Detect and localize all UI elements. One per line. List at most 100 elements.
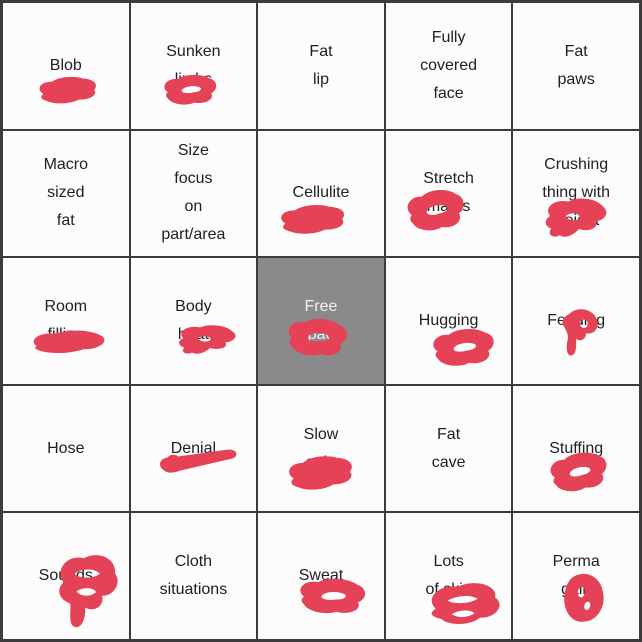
cell-label: Cloth situations xyxy=(160,548,228,604)
daub-mark-icon xyxy=(432,583,500,625)
cell-label-line: cave xyxy=(431,453,466,471)
daub-mark-icon xyxy=(33,330,105,354)
cell-label-line: Room xyxy=(44,297,88,315)
cell-label: Room filling xyxy=(44,293,87,349)
daub-mark-icon xyxy=(288,318,347,356)
bingo-cell-free-space[interactable]: Free space xyxy=(258,258,384,384)
cell-label-line: paws xyxy=(557,70,595,88)
bingo-cell-hugging[interactable]: Hugging xyxy=(385,258,512,384)
cell-label-line: Sounds xyxy=(38,567,93,585)
bingo-cell-feeding[interactable]: Feeding xyxy=(513,258,639,384)
cell-label-line: focus xyxy=(174,170,213,188)
bingo-cell-slow-gain[interactable]: Slow gain xyxy=(258,385,384,512)
cell-label: Perma gain xyxy=(553,548,600,604)
bingo-cell-lots-of-skin[interactable]: Lots of skin xyxy=(385,513,512,639)
bingo-cell-fat-paws[interactable]: Fat paws xyxy=(513,3,639,129)
bingo-cell-macro-sized-fat[interactable]: Macro sized fat xyxy=(3,130,129,257)
bingo-cell-cellulite[interactable]: Cellulite xyxy=(258,130,384,257)
cell-label: Stuffing xyxy=(549,435,603,463)
cell-label-line: filling xyxy=(47,325,85,343)
cell-label: Sounds xyxy=(39,562,93,590)
cell-label-line: Denial xyxy=(170,439,217,457)
bingo-cell-blob[interactable]: Blob xyxy=(3,3,129,129)
cell-label: Fat cave xyxy=(432,421,466,477)
daub-mark-icon xyxy=(550,452,606,492)
bingo-cell-hose[interactable]: Hose xyxy=(3,385,129,512)
cell-label: Size focus on part/area xyxy=(161,137,225,249)
cell-label-line: heat xyxy=(177,325,209,343)
cell-label-line: Sweat xyxy=(298,567,344,585)
cell-label: Lots of skin xyxy=(425,548,471,604)
bingo-cell-fat-lip[interactable]: Fat lip xyxy=(258,3,384,129)
bingo-cell-fully-covered-face[interactable]: Fully covered face xyxy=(385,3,512,129)
cell-label-line: Blob xyxy=(49,56,82,74)
cell-label: Feeding xyxy=(547,307,605,335)
daub-mark-icon xyxy=(562,309,598,356)
cell-label-line: lip xyxy=(312,70,329,88)
cell-label: Slow gain xyxy=(304,421,339,477)
daub-mark-icon xyxy=(164,75,217,105)
cell-label: Body heat xyxy=(175,293,211,349)
cell-label: Blob xyxy=(50,52,82,80)
cell-label-line: Hugging xyxy=(418,311,479,329)
cell-label-line: Macro xyxy=(43,156,89,174)
cell-label-line: thing with xyxy=(542,184,610,202)
daub-mark-icon xyxy=(178,325,236,354)
cell-label: Hugging xyxy=(419,307,479,335)
cell-label-line: face xyxy=(433,84,464,102)
cell-label-line: gain xyxy=(305,453,337,471)
bingo-cell-stretch-marks[interactable]: Stretch marks xyxy=(385,130,512,257)
cell-label-line: space xyxy=(299,325,343,343)
cell-label-line: Feeding xyxy=(547,311,606,329)
cell-label-line: fat xyxy=(56,212,75,230)
cell-label: Fully covered face xyxy=(420,24,477,108)
bingo-cell-cloth-situations[interactable]: Cloth situations xyxy=(130,513,257,639)
cell-label-line: Free xyxy=(304,297,338,315)
daub-mark-icon xyxy=(545,198,607,238)
bingo-cell-body-heat[interactable]: Body heat xyxy=(130,258,257,384)
cell-label-line: weight xyxy=(553,212,600,230)
daub-mark-icon xyxy=(280,205,344,235)
daub-mark-icon xyxy=(300,578,366,614)
bingo-cell-sounds[interactable]: Sounds xyxy=(3,513,129,639)
cell-label-line: Fat xyxy=(437,425,461,443)
daub-mark-icon xyxy=(564,573,604,622)
bingo-cell-stuffing[interactable]: Stuffing xyxy=(513,385,639,512)
bingo-cell-sunken-limbs[interactable]: Sunken limbs xyxy=(130,3,257,129)
bingo-cell-room-filling[interactable]: Room filling xyxy=(3,258,129,384)
cell-label-line: Slow xyxy=(303,425,339,443)
cell-label-line: on xyxy=(184,198,203,216)
cell-label-line: sized xyxy=(47,184,85,202)
cell-label: Cellulite xyxy=(293,179,350,207)
daub-mark-icon xyxy=(40,76,97,103)
cell-label: Fat paws xyxy=(558,38,595,94)
daub-mark-icon xyxy=(433,329,494,367)
bingo-cell-sweat[interactable]: Sweat xyxy=(258,513,384,639)
cell-label-line: Perma xyxy=(552,553,600,571)
cell-label: Free space xyxy=(300,293,343,349)
bingo-cell-perma-gain[interactable]: Perma gain xyxy=(513,513,639,639)
cell-label: Sweat xyxy=(299,562,343,590)
cell-label-line: gain xyxy=(561,581,592,599)
bingo-cell-fat-cave[interactable]: Fat cave xyxy=(385,385,512,512)
cell-label: Sunken limbs xyxy=(166,38,220,94)
daub-mark-icon xyxy=(160,449,237,473)
bingo-cell-denial[interactable]: Denial xyxy=(130,385,257,512)
cell-label-line: part/area xyxy=(161,226,226,244)
cell-label-line: Crushing xyxy=(544,156,609,174)
daub-mark-icon xyxy=(59,555,118,628)
cell-label: Fat lip xyxy=(309,38,332,94)
cell-label: Denial xyxy=(171,435,216,463)
cell-label-line: Cloth xyxy=(174,553,213,571)
daub-mark-icon xyxy=(289,455,353,490)
bingo-cell-size-focus-on-part-area[interactable]: Size focus on part/area xyxy=(130,130,257,257)
bingo-cell-crushing-thing-with-weight[interactable]: Crushing thing with weight xyxy=(513,130,639,257)
cell-label-line: Fat xyxy=(309,42,333,60)
cell-label-line: Fully xyxy=(431,28,466,46)
cell-label-line: limbs xyxy=(174,70,213,88)
cell-label-line: Sunken xyxy=(166,42,221,60)
cell-label: Hose xyxy=(47,435,84,463)
cell-label-line: Stretch xyxy=(423,170,474,188)
cell-label: Macro sized fat xyxy=(44,151,88,235)
